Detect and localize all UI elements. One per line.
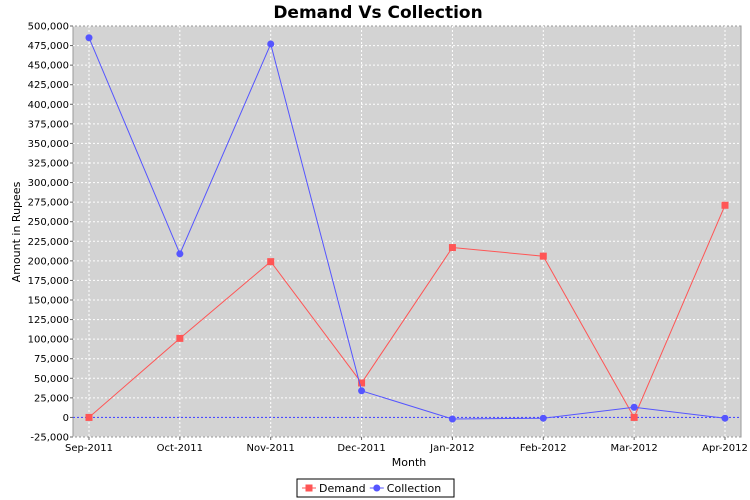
data-point (358, 387, 366, 395)
grid-lines (73, 25, 741, 438)
y-tick-label: 425,000 (28, 80, 69, 91)
data-point (721, 201, 729, 209)
y-tick-label: 350,000 (28, 139, 69, 150)
y-tick-label: 475,000 (28, 41, 69, 52)
x-axis-label: Month (392, 456, 427, 469)
series-line (88, 37, 726, 420)
data-point (267, 40, 275, 48)
y-tick-label: 50,000 (34, 374, 69, 385)
legend-label: Collection (387, 482, 441, 495)
data-point (176, 334, 184, 342)
data-point (721, 414, 729, 422)
y-tick-label: 25,000 (34, 393, 69, 404)
y-axis-ticks: -25,000 0 25,000 50,000 75,000 100,000 125,000… (28, 22, 73, 444)
data-point (85, 413, 93, 421)
y-tick-label: 100,000 (28, 335, 69, 346)
data-point (630, 413, 638, 421)
x-tick-label: Nov-2011 (247, 443, 295, 454)
y-tick-label: 275,000 (28, 198, 69, 209)
data-point (539, 252, 547, 260)
data-point (358, 379, 366, 387)
x-tick-label: Jan-2012 (429, 443, 474, 454)
series-demand (85, 201, 729, 421)
legend-item-demand: Demand (302, 482, 366, 495)
x-tick-label: Apr-2012 (702, 443, 748, 454)
y-tick-label: 200,000 (28, 256, 69, 267)
x-tick-label: Sep-2011 (65, 443, 113, 454)
data-point (267, 258, 275, 266)
y-axis-label: Amount in Rupees (10, 181, 23, 282)
x-axis-ticks: Sep-2011 Oct-2011 Nov-2011 Dec-2011 Jan-2012… (65, 437, 748, 454)
data-point (539, 414, 547, 422)
series-group (85, 34, 729, 423)
data-point (630, 403, 638, 411)
data-point (85, 34, 93, 42)
y-tick-label: 75,000 (34, 354, 69, 365)
legend-marker (373, 484, 381, 492)
plot-area (72, 25, 742, 438)
series-line (88, 205, 726, 419)
y-tick-label: 225,000 (28, 237, 69, 248)
y-tick-label: -25,000 (30, 433, 69, 444)
series-collection (85, 34, 729, 423)
data-point (448, 415, 456, 423)
y-tick-label: 500,000 (28, 22, 69, 33)
y-tick-label: 250,000 (28, 217, 69, 228)
y-tick-label: 400,000 (28, 100, 69, 111)
x-tick-label: Mar-2012 (610, 443, 657, 454)
data-point (448, 244, 456, 252)
legend-label: Demand (319, 482, 366, 495)
y-tick-label: 175,000 (28, 276, 69, 287)
y-tick-label: 0 (63, 413, 69, 424)
x-tick-label: Feb-2012 (520, 443, 567, 454)
x-tick-label: Oct-2011 (157, 443, 203, 454)
legend: Demand Collection (296, 478, 455, 498)
legend-item-collection: Collection (369, 482, 441, 495)
legend-marker (305, 484, 313, 492)
y-tick-label: 450,000 (28, 61, 69, 72)
chart-title: Demand Vs Collection (273, 3, 482, 23)
y-tick-label: 150,000 (28, 296, 69, 307)
x-tick-label: Dec-2011 (337, 443, 385, 454)
data-point (176, 250, 184, 258)
y-tick-label: 375,000 (28, 119, 69, 130)
y-tick-label: 325,000 (28, 159, 69, 170)
y-tick-label: 125,000 (28, 315, 69, 326)
y-tick-label: 300,000 (28, 178, 69, 189)
